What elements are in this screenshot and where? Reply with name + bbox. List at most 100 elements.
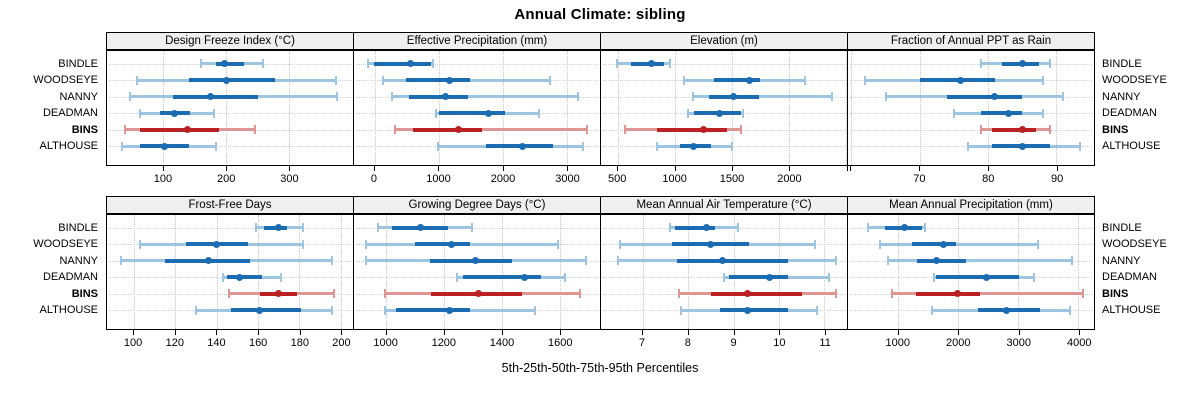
axis-tick — [897, 330, 899, 335]
whisker-cap-95th — [924, 223, 927, 232]
station-label-right-bindle: BINDLE — [1102, 221, 1142, 234]
whisker-cap-5th — [381, 75, 384, 85]
panel-plot-mean-annual-air-temperature-c — [600, 214, 848, 330]
panel-strip-mean-annual-precipitation-mm: Mean Annual Precipitation (mm) — [847, 196, 1095, 214]
row-guide — [109, 227, 351, 229]
station-label-right-bindle: BINDLE — [1102, 57, 1142, 70]
panel-strip-growing-degree-days-c: Growing Degree Days (°C) — [353, 196, 601, 214]
whisker-cap-5th — [200, 59, 203, 68]
whisker-cap-5th — [227, 289, 230, 298]
whisker-cap-95th — [534, 305, 537, 315]
iqr-bar-25-75 — [172, 94, 258, 99]
axis-tick-label: 100 — [123, 337, 143, 349]
iqr-bar-25-75 — [396, 308, 471, 312]
whisker-cap-95th — [1079, 141, 1082, 151]
whisker-cap-95th — [254, 125, 257, 134]
axis-tick — [988, 166, 990, 171]
iqr-bar-25-75 — [991, 127, 1036, 132]
panel-plot-elevation-m — [600, 50, 848, 166]
iqr-bar-25-75 — [462, 275, 541, 279]
gridline — [226, 51, 228, 165]
gridline — [501, 215, 503, 329]
panel-strip-title: Effective Precipitation (mm) — [406, 35, 548, 47]
iqr-bar-25-75 — [915, 291, 980, 296]
iqr-bar-25-75 — [405, 78, 471, 82]
iqr-bar-25-75 — [676, 258, 788, 263]
panel-axis-effective-precipitation-mm: 0 1000 2000 3000 — [353, 166, 601, 188]
whisker-5-95 — [880, 242, 1038, 246]
iqr-bar-25-75 — [947, 94, 1023, 99]
whisker-cap-95th — [549, 75, 552, 85]
panel-axis-fraction-of-annual-ppt-as-rain: 70 80 90 — [847, 166, 1095, 188]
median-dot — [220, 60, 228, 67]
axis-tick-label: 11 — [819, 337, 831, 349]
axis-tick-label: 9 — [730, 337, 737, 349]
axis-tick-label: 80 — [982, 173, 995, 185]
station-label-right-althouse: ALTHOUSE — [1102, 140, 1161, 152]
whisker-cap-95th — [669, 59, 672, 68]
gridline — [845, 51, 847, 165]
whisker-cap-5th — [376, 223, 379, 232]
median-dot — [417, 224, 425, 231]
gridline — [340, 215, 342, 329]
iqr-bar-25-75 — [226, 275, 263, 279]
axis-tick-label: 180 — [290, 337, 309, 349]
median-dot — [170, 109, 178, 117]
gridline — [642, 215, 644, 329]
median-dot — [766, 273, 774, 281]
median-dot — [1005, 109, 1013, 117]
station-label-right-bins: BINS — [1102, 287, 1129, 300]
axis-tick — [1079, 330, 1081, 335]
axis-tick — [258, 330, 260, 335]
gridline — [1056, 51, 1058, 165]
gridline — [1018, 215, 1020, 329]
station-label-right-deadman: DEADMAN — [1102, 107, 1158, 119]
whisker-cap-5th — [393, 125, 396, 134]
iqr-bar-25-75 — [412, 127, 483, 132]
whisker-cap-95th — [302, 239, 305, 249]
axis-tick-label: 2000 — [490, 173, 516, 185]
axis-tick-label: 140 — [207, 337, 226, 349]
axis-tick — [733, 330, 735, 335]
whisker-cap-5th — [623, 125, 626, 134]
whisker-cap-95th — [742, 108, 745, 118]
whisker-cap-95th — [581, 141, 584, 151]
iqr-bar-25-75 — [429, 258, 512, 263]
whisker-cap-95th — [834, 289, 837, 298]
iqr-bar-25-75 — [719, 308, 788, 312]
median-dot — [446, 306, 454, 314]
whisker-cap-95th — [331, 256, 334, 265]
iqr-bar-25-75 — [409, 94, 468, 99]
median-dot — [743, 290, 751, 297]
iqr-bar-25-75 — [728, 275, 788, 279]
whisker-cap-5th — [136, 75, 139, 85]
median-dot — [746, 76, 754, 84]
axis-tick — [1057, 166, 1059, 171]
axis-tick — [502, 330, 504, 335]
station-label-right-nanny: NANNY — [1102, 254, 1141, 267]
axis-tick-label: 1400 — [489, 337, 515, 349]
axis-tick-label: 1000 — [373, 337, 398, 349]
median-dot — [1003, 306, 1011, 314]
axis-tick-label: 1600 — [547, 337, 573, 349]
iqr-bar-25-75 — [231, 308, 302, 312]
median-dot — [715, 109, 723, 117]
station-label-left-nanny: NANNY — [59, 90, 98, 103]
axis-tick — [642, 330, 644, 335]
whisker-5-95 — [887, 259, 1072, 262]
axis-tick-label: 3000 — [555, 173, 580, 185]
station-label-right-woodseye: WOODSEYE — [1102, 238, 1167, 250]
axis-tick — [674, 166, 676, 171]
axis-tick — [560, 330, 562, 335]
axis-tick-label: 0 — [370, 173, 378, 185]
gridline — [175, 215, 177, 329]
panel-axis-growing-degree-days-c: 1000 1200 1400 1600 — [353, 330, 601, 352]
median-dot — [235, 273, 243, 281]
iqr-bar-25-75 — [936, 275, 1019, 279]
axis-tick-label: 1000 — [885, 337, 911, 349]
station-label-right-deadman: DEADMAN — [1102, 271, 1158, 283]
whisker-cap-95th — [333, 289, 336, 298]
median-dot — [446, 76, 454, 84]
panel-strip-frost-free-days: Frost-Free Days — [106, 196, 354, 214]
